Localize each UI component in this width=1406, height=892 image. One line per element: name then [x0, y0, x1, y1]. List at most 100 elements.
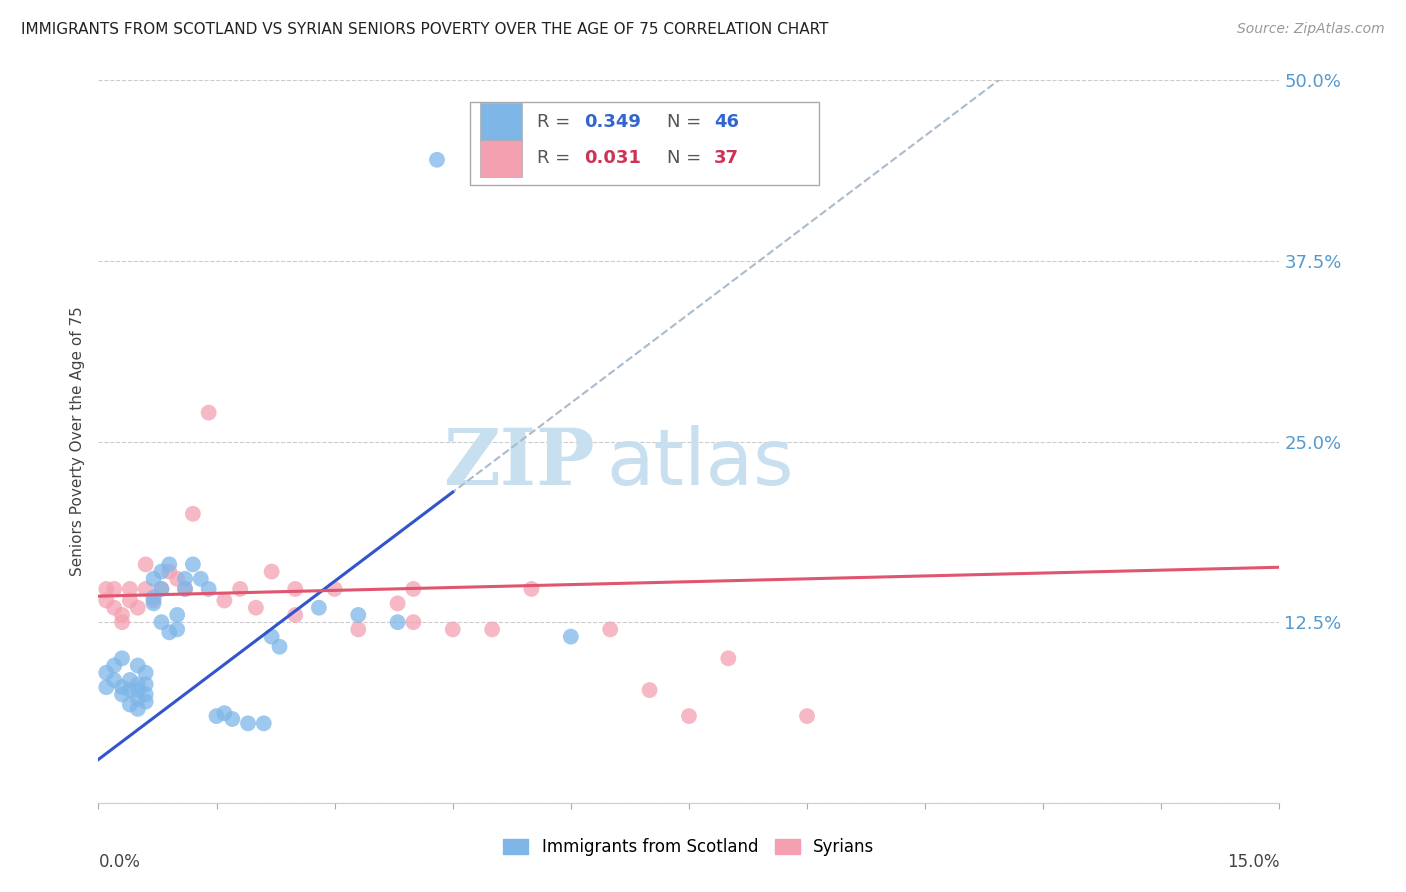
- Point: [221, 712, 243, 726]
- Point: [284, 582, 307, 596]
- Point: [599, 623, 621, 637]
- Point: [103, 658, 125, 673]
- Point: [135, 582, 157, 596]
- Point: [103, 600, 125, 615]
- Text: 0.349: 0.349: [583, 112, 641, 130]
- Point: [118, 593, 141, 607]
- Point: [560, 630, 582, 644]
- FancyBboxPatch shape: [479, 103, 523, 141]
- Point: [96, 665, 118, 680]
- Point: [717, 651, 740, 665]
- Point: [260, 630, 283, 644]
- Point: [118, 582, 141, 596]
- Point: [127, 677, 149, 691]
- Point: [118, 673, 141, 687]
- Point: [96, 582, 118, 596]
- Text: R =: R =: [537, 112, 575, 130]
- Point: [308, 600, 330, 615]
- Point: [166, 623, 188, 637]
- Point: [284, 607, 307, 622]
- Text: R =: R =: [537, 149, 575, 167]
- Point: [796, 709, 818, 723]
- Point: [347, 623, 370, 637]
- Point: [229, 582, 252, 596]
- Point: [269, 640, 291, 654]
- Point: [135, 558, 157, 572]
- Point: [142, 593, 165, 607]
- Point: [157, 565, 180, 579]
- Point: [135, 695, 157, 709]
- Point: [387, 596, 409, 610]
- Point: [323, 582, 346, 596]
- Point: [402, 582, 425, 596]
- Point: [197, 406, 219, 420]
- Point: [150, 565, 173, 579]
- Y-axis label: Seniors Poverty Over the Age of 75: Seniors Poverty Over the Age of 75: [70, 307, 86, 576]
- Point: [157, 625, 180, 640]
- Point: [96, 593, 118, 607]
- Text: 37: 37: [714, 149, 738, 167]
- Point: [181, 558, 204, 572]
- Text: 0.0%: 0.0%: [98, 854, 141, 871]
- Point: [245, 600, 267, 615]
- Point: [111, 687, 134, 701]
- Point: [174, 582, 197, 596]
- Point: [157, 558, 180, 572]
- Point: [236, 716, 259, 731]
- Point: [127, 691, 149, 706]
- Point: [150, 615, 173, 630]
- Text: 46: 46: [714, 112, 738, 130]
- Point: [181, 507, 204, 521]
- FancyBboxPatch shape: [471, 102, 818, 185]
- Point: [96, 680, 118, 694]
- Point: [111, 607, 134, 622]
- Text: Source: ZipAtlas.com: Source: ZipAtlas.com: [1237, 22, 1385, 37]
- Point: [142, 591, 165, 605]
- Point: [127, 683, 149, 698]
- Point: [127, 600, 149, 615]
- Point: [150, 582, 173, 596]
- Point: [166, 572, 188, 586]
- Point: [638, 683, 661, 698]
- Point: [214, 593, 236, 607]
- Point: [166, 607, 188, 622]
- Legend: Immigrants from Scotland, Syrians: Immigrants from Scotland, Syrians: [496, 831, 882, 863]
- Point: [127, 702, 149, 716]
- Point: [142, 596, 165, 610]
- Point: [387, 615, 409, 630]
- Point: [118, 683, 141, 698]
- Point: [174, 582, 197, 596]
- Point: [135, 665, 157, 680]
- FancyBboxPatch shape: [479, 139, 523, 178]
- Text: 0.031: 0.031: [583, 149, 641, 167]
- Point: [111, 651, 134, 665]
- Point: [135, 677, 157, 691]
- Point: [205, 709, 228, 723]
- Text: N =: N =: [666, 149, 706, 167]
- Point: [118, 698, 141, 712]
- Point: [111, 680, 134, 694]
- Point: [127, 658, 149, 673]
- Point: [347, 607, 370, 622]
- Point: [441, 623, 464, 637]
- Text: 15.0%: 15.0%: [1227, 854, 1279, 871]
- Point: [197, 582, 219, 596]
- Point: [426, 153, 449, 167]
- Point: [402, 615, 425, 630]
- Point: [111, 615, 134, 630]
- Point: [190, 572, 212, 586]
- Point: [103, 582, 125, 596]
- Point: [142, 572, 165, 586]
- Point: [260, 565, 283, 579]
- Text: N =: N =: [666, 112, 706, 130]
- Text: ZIP: ZIP: [443, 425, 595, 501]
- Text: atlas: atlas: [606, 425, 794, 501]
- Point: [214, 706, 236, 721]
- Point: [481, 623, 503, 637]
- Point: [253, 716, 276, 731]
- Point: [150, 582, 173, 596]
- Point: [174, 572, 197, 586]
- Point: [678, 709, 700, 723]
- Point: [103, 673, 125, 687]
- Point: [520, 582, 543, 596]
